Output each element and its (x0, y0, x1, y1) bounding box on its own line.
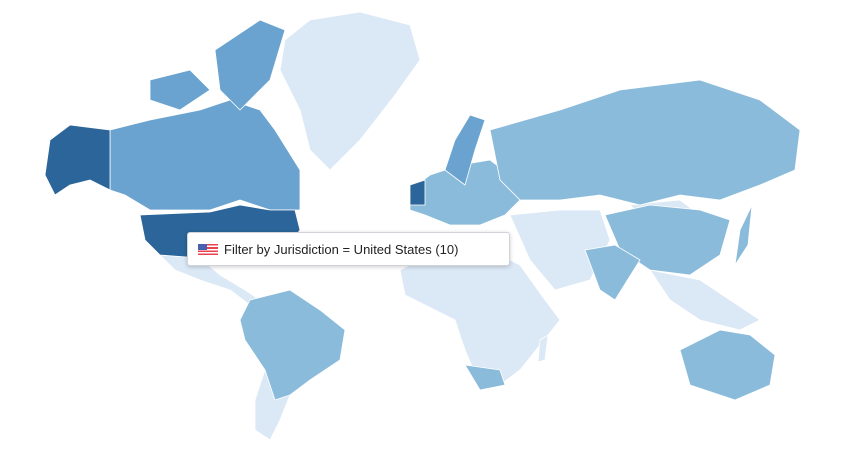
region-australia[interactable] (679, 329, 776, 401)
region-alaska[interactable] (44, 124, 111, 196)
region-india[interactable] (584, 244, 641, 301)
map-tooltip[interactable]: Filter by Jurisdiction = United States (… (187, 232, 510, 266)
region-canada[interactable] (109, 99, 301, 211)
region-madagascar[interactable] (537, 334, 549, 363)
tooltip-text: Filter by Jurisdiction = United States (… (224, 241, 459, 257)
region-scandinavia[interactable] (444, 114, 486, 186)
region-japan[interactable] (734, 204, 753, 266)
region-russia[interactable] (489, 79, 801, 206)
region-baffin-island[interactable] (214, 19, 286, 111)
region-africa[interactable] (399, 249, 561, 386)
region-brazil-north-south-america[interactable] (239, 289, 346, 401)
region-canada-arctic-islands[interactable] (149, 69, 211, 111)
region-southeast-asia[interactable] (649, 269, 761, 331)
region-united-kingdom[interactable] (409, 179, 426, 206)
region-greenland[interactable] (279, 11, 421, 171)
region-south-africa[interactable] (464, 364, 506, 391)
us-flag-icon (198, 243, 218, 255)
